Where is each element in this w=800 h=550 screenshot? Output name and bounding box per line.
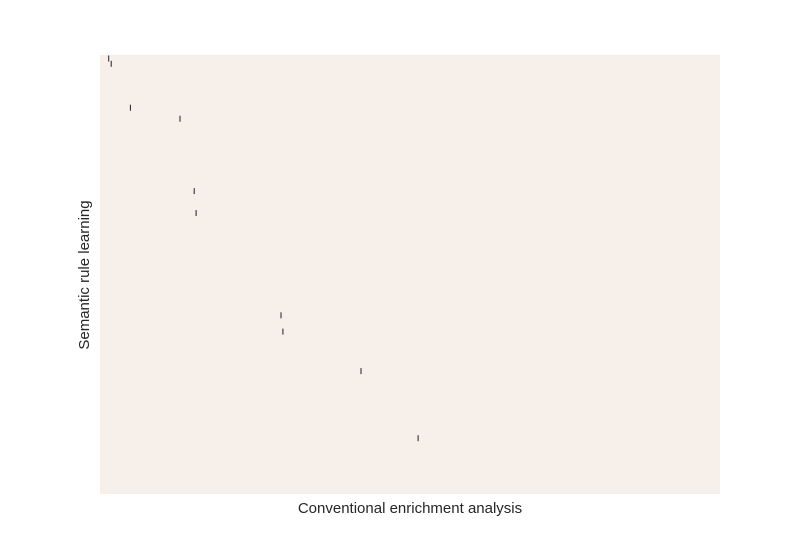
- heatmap-cells: [108, 55, 419, 442]
- heatmap-cell-9: [417, 435, 419, 442]
- heatmap-cell-5: [195, 210, 197, 216]
- heatmap-cell-2: [129, 104, 131, 111]
- heatmap-cell-7: [282, 328, 284, 335]
- heatmap-cell-6: [280, 312, 282, 319]
- heatmap-cell-4: [193, 188, 195, 195]
- heatmap-cell-1: [110, 60, 112, 67]
- plot-area: [100, 55, 720, 494]
- x-axis-label: Conventional enrichment analysis: [298, 500, 522, 517]
- heatmap-cell-3: [179, 115, 181, 122]
- y-axis-label: Semantic rule learning: [76, 200, 93, 349]
- heatmap-cell-8: [360, 368, 362, 375]
- heatmap-cell-0: [108, 55, 110, 62]
